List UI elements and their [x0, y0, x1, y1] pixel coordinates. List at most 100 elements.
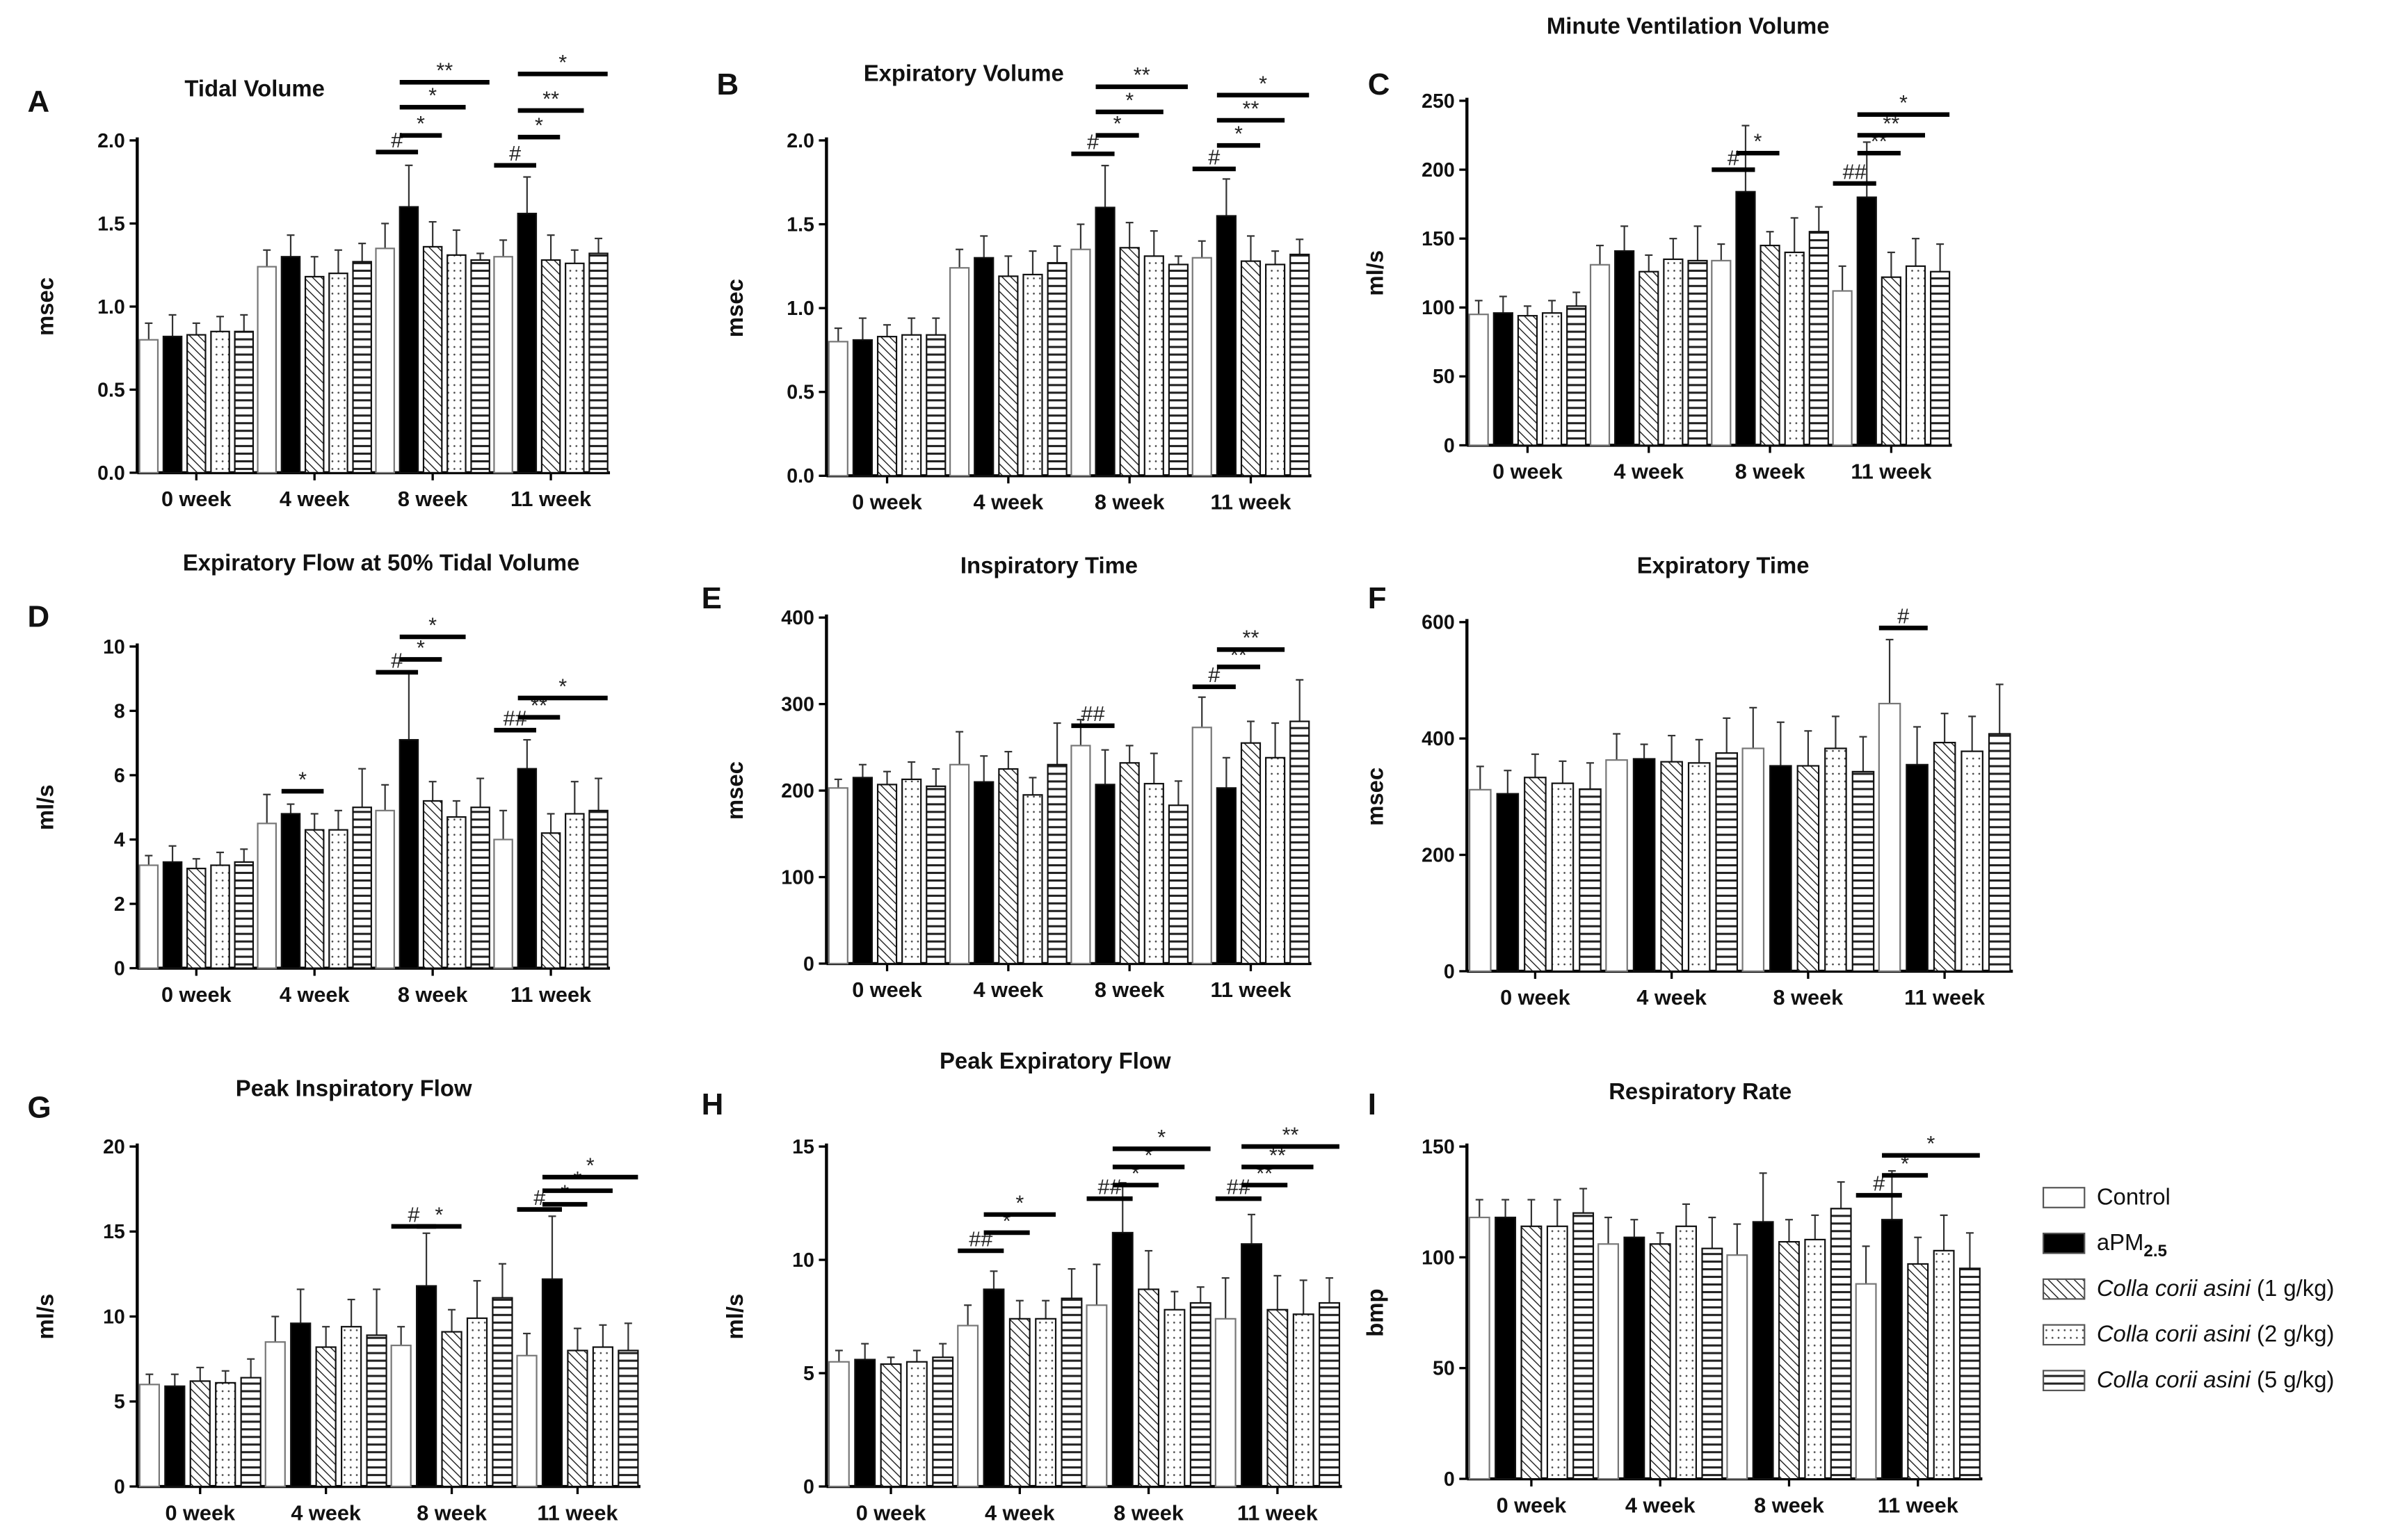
bar-black	[974, 781, 995, 965]
panel-D: Expiratory Flow at 50% Tidal Volume Dml/s…	[27, 549, 611, 1007]
bar-white	[1711, 259, 1732, 446]
significance-label: ##	[1081, 702, 1104, 726]
x-tick-label: 11 week	[510, 487, 592, 511]
significance-label: #	[391, 648, 403, 672]
x-tick-label: 4 week	[280, 487, 351, 511]
bar-dots	[210, 864, 230, 969]
bar-diagonal	[186, 334, 207, 474]
bar-dots	[1933, 1249, 1955, 1480]
bar-white	[1878, 702, 1901, 973]
y-tick-label: 150	[1422, 228, 1455, 250]
panel-title: Expiratory Time	[1637, 553, 1810, 578]
bar-diagonal	[1119, 762, 1140, 965]
significance-label: *	[1157, 1125, 1166, 1149]
bar-black	[164, 1385, 186, 1488]
bar-black	[517, 213, 538, 474]
x-tick-label: 11 week	[537, 1500, 618, 1525]
x-tick-label: 8 week	[1773, 985, 1844, 1010]
bar-white	[390, 1345, 412, 1488]
bar-hlines	[1319, 1302, 1340, 1488]
bar-diagonal	[1520, 1225, 1543, 1480]
bar-hlines	[1168, 264, 1189, 477]
bar-diagonal	[1796, 765, 1820, 973]
x-tick-label: 0 week	[852, 978, 923, 1002]
panel-H: Peak Expiratory Flow Hml/s 0 5 10 15 0 week 4 w…	[702, 1048, 1342, 1525]
bar-diagonal	[1639, 270, 1659, 446]
significance-label: *	[1113, 111, 1122, 136]
y-axis-label: msec	[33, 277, 58, 336]
bar-white	[957, 1324, 979, 1488]
bar-dots	[1265, 756, 1286, 965]
bar-black	[1906, 763, 1929, 973]
bar-black	[854, 1359, 876, 1488]
y-tick-label: 0.0	[787, 465, 814, 487]
significance-label: *	[1259, 71, 1267, 95]
x-tick-label: 0 week	[1500, 985, 1571, 1010]
y-tick-label: 100	[1422, 1247, 1455, 1269]
bar-dots	[446, 816, 467, 969]
x-tick-label: 4 week	[974, 490, 1045, 514]
legend-label: Colla corii asini (1 g/kg)	[2097, 1275, 2335, 1301]
bar-black	[852, 777, 874, 965]
bar-white	[1832, 290, 1853, 446]
panel-letter: F	[1368, 581, 1387, 615]
bar-diagonal	[1760, 244, 1780, 446]
legend-label: Colla corii asini (2 g/kg)	[2097, 1321, 2335, 1347]
bar-hlines	[932, 1356, 954, 1488]
legend-item: Control	[2042, 1183, 2171, 1209]
bar-hlines	[352, 261, 372, 474]
bar-dots	[1546, 1225, 1568, 1480]
y-tick-label: 600	[1422, 612, 1455, 634]
panel-title: Respiratory Rate	[1609, 1078, 1792, 1104]
bar-white	[1086, 1304, 1108, 1488]
bar-black	[1495, 1216, 1517, 1480]
bar-dots	[1143, 783, 1164, 965]
bar-hlines	[234, 861, 255, 969]
bar-diagonal	[1119, 247, 1140, 477]
significance-label: *	[298, 768, 307, 792]
bar-diagonal	[422, 245, 443, 474]
bar-black	[1881, 1219, 1903, 1480]
bar-dots	[565, 813, 585, 969]
bar-dots	[1961, 750, 1983, 973]
x-tick-label: 11 week	[1904, 985, 1986, 1010]
y-tick-label: 10	[103, 1306, 125, 1328]
significance-label: *	[428, 613, 437, 637]
bar-dots	[1292, 1313, 1314, 1488]
bar-hlines	[1687, 259, 1708, 446]
bar-black	[974, 257, 995, 477]
legend-label: Colla corii asini (5 g/kg)	[2097, 1367, 2335, 1393]
bar-diagonal	[1907, 1263, 1929, 1480]
bar-dots	[466, 1317, 488, 1488]
bar-white	[1191, 727, 1212, 965]
bar-black	[1241, 1243, 1262, 1488]
bar-diagonal	[1138, 1288, 1160, 1488]
bar-diagonal	[1881, 276, 1901, 446]
x-tick-label: 8 week	[1735, 460, 1806, 484]
y-tick-label: 250	[1422, 90, 1455, 113]
significance-label: *	[1926, 1131, 1935, 1156]
significance-label: #	[1208, 145, 1220, 169]
bar-dots	[1022, 794, 1043, 965]
bar-hlines	[1958, 1267, 1981, 1480]
bar-dots	[905, 1361, 928, 1488]
y-tick-label: 15	[103, 1221, 125, 1243]
bar-black	[1095, 784, 1116, 965]
bar-white	[516, 1354, 538, 1488]
bar-diagonal	[1266, 1308, 1289, 1488]
bar-hlines	[618, 1349, 639, 1488]
bar-dots	[446, 254, 467, 474]
panel-letter: H	[702, 1087, 724, 1121]
y-tick-label: 10	[792, 1249, 814, 1272]
y-tick-label: 0	[803, 1476, 814, 1498]
bar-dots	[328, 829, 348, 969]
bar-diagonal	[567, 1349, 588, 1488]
x-tick-label: 8 week	[398, 982, 469, 1007]
bar-hlines	[1715, 752, 1739, 973]
panel-title: Expiratory Flow at 50% Tidal Volume	[183, 549, 580, 575]
bar-black	[1735, 191, 1756, 446]
x-tick-label: 8 week	[1095, 490, 1166, 514]
